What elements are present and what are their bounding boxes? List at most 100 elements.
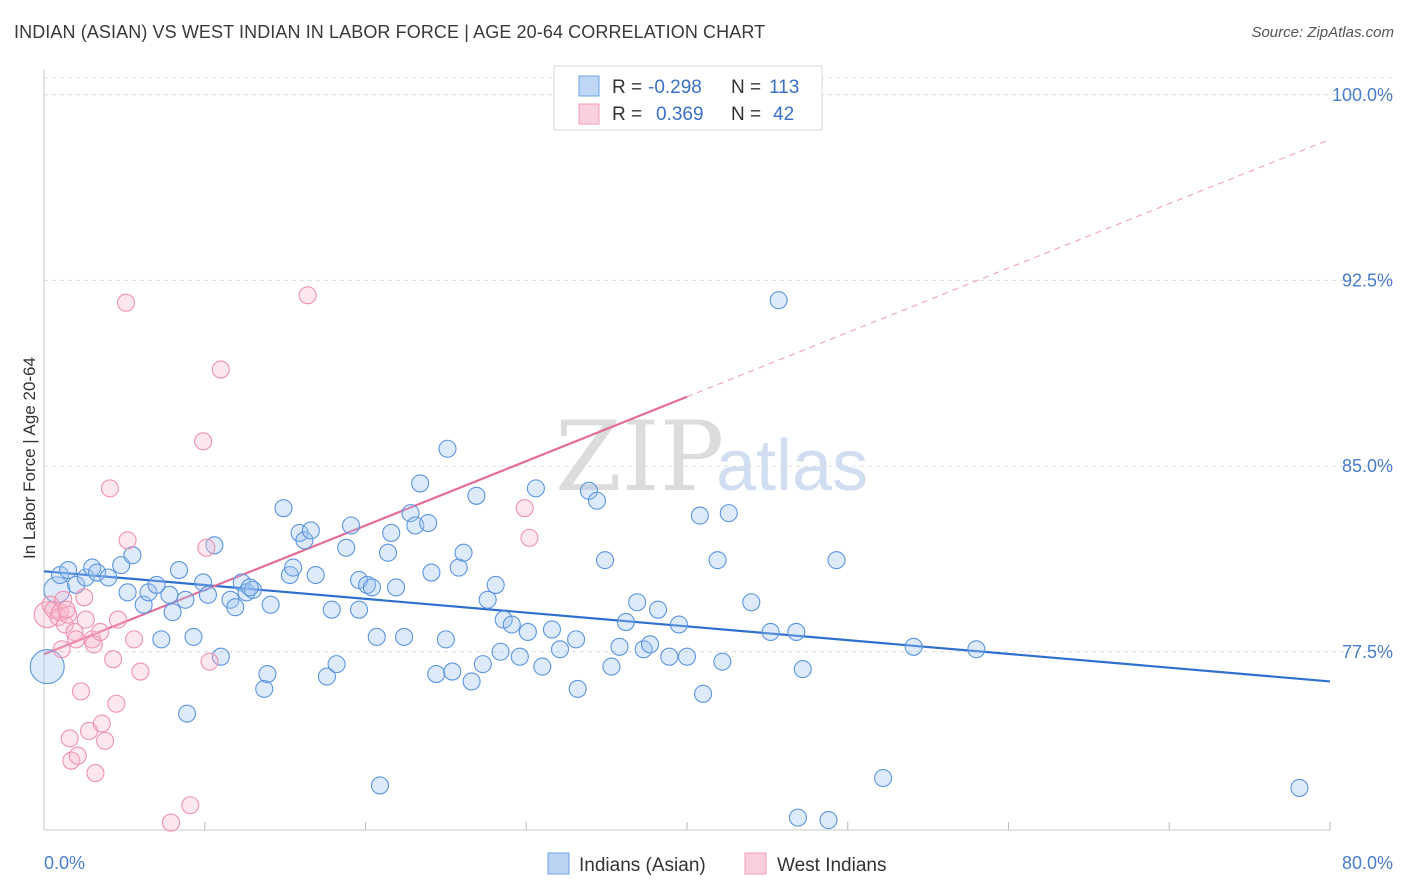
bottom-legend-swatch-pink: [744, 852, 767, 875]
point-west-indians: [67, 630, 86, 649]
legend-n-value-2: 42: [773, 104, 794, 125]
point-west-indians: [194, 432, 213, 451]
point-west-indians: [116, 293, 136, 312]
point-indians-asian: [649, 600, 668, 619]
point-west-indians: [100, 479, 119, 498]
legend-n-label-2: N =: [731, 104, 761, 125]
point-indians-asian: [178, 704, 197, 723]
bottom-legend-label-1: Indians (Asian): [579, 855, 706, 876]
point-indians-asian: [478, 590, 497, 609]
point-indians-asian: [491, 642, 510, 661]
point-indians-asian: [118, 583, 137, 602]
point-indians-asian: [742, 593, 761, 612]
series-west-indians: [33, 286, 539, 832]
point-west-indians: [55, 615, 74, 634]
chart-title: INDIAN (ASIAN) VS WEST INDIAN IN LABOR F…: [14, 22, 766, 42]
point-indians-asian: [169, 561, 189, 580]
point-west-indians: [92, 714, 111, 733]
point-west-indians: [107, 694, 126, 713]
point-indians-asian: [819, 811, 838, 830]
point-indians-asian: [358, 575, 377, 594]
y-axis-title: In Labor Force | Age 20-64: [20, 357, 39, 559]
point-indians-asian: [76, 568, 95, 587]
point-indians-asian: [378, 543, 398, 562]
point-indians-asian: [719, 504, 738, 523]
point-indians-asian: [59, 561, 78, 580]
bottom-legend-label-2: West Indians: [777, 855, 886, 876]
point-west-indians: [124, 630, 144, 649]
point-indians-asian: [327, 655, 346, 674]
point-indians-asian: [427, 664, 446, 684]
legend-r-label-2: R =: [612, 104, 642, 125]
y-tick-labels: 77.5% 85.0% 92.5% 100.0%: [1332, 85, 1393, 662]
point-indians-asian: [411, 474, 430, 493]
point-indians-asian: [184, 627, 203, 646]
point-indians-asian: [587, 491, 607, 510]
point-west-indians: [108, 610, 127, 629]
point-indians-asian: [160, 585, 179, 604]
point-indians-asian: [29, 649, 65, 685]
x-tick-label-min: 0.0%: [44, 853, 85, 873]
point-indians-asian: [628, 593, 647, 612]
point-indians-asian: [550, 640, 570, 659]
point-indians-asian: [350, 600, 369, 619]
point-indians-asian: [694, 684, 713, 703]
point-indians-asian: [337, 538, 356, 557]
point-indians-asian: [616, 613, 635, 632]
point-indians-asian: [301, 521, 320, 540]
point-indians-asian: [787, 622, 806, 642]
point-indians-asian: [708, 551, 727, 570]
point-indians-asian: [967, 640, 986, 659]
bottom-legend: Indians (Asian) West Indians: [547, 852, 886, 876]
watermark: ZIP atlas: [555, 401, 868, 513]
point-indians-asian: [690, 506, 709, 525]
legend-swatch-blue: [578, 75, 600, 97]
point-indians-asian: [362, 578, 381, 597]
point-indians-asian: [502, 615, 521, 634]
point-indians-asian: [518, 622, 537, 642]
point-indians-asian: [793, 660, 812, 679]
point-indians-asian: [669, 615, 689, 634]
point-indians-asian: [473, 655, 492, 674]
point-indians-asian: [317, 667, 336, 686]
point-indians-asian: [367, 627, 386, 646]
point-west-indians: [91, 622, 110, 642]
point-indians-asian: [438, 439, 457, 458]
y-tick-label: 100.0%: [1332, 85, 1393, 105]
trend-line-west-indians-extension: [686, 138, 1331, 398]
point-indians-asian: [788, 808, 807, 827]
point-indians-asian: [382, 523, 401, 542]
point-indians-asian: [761, 622, 780, 642]
point-indians-asian: [395, 627, 414, 646]
point-west-indians: [298, 286, 317, 305]
point-west-indians: [200, 652, 219, 671]
point-indians-asian: [567, 630, 586, 649]
watermark-zip: ZIP: [555, 401, 724, 513]
point-indians-asian: [533, 657, 552, 676]
point-indians-asian: [1290, 778, 1309, 797]
point-indians-asian: [467, 486, 486, 505]
point-west-indians: [60, 729, 79, 748]
legend-r-value-1: -0.298: [648, 77, 702, 98]
y-tick-label: 85.0%: [1342, 456, 1393, 476]
point-west-indians: [520, 528, 539, 547]
point-indians-asian: [462, 672, 481, 691]
point-indians-asian: [284, 558, 303, 577]
point-west-indians: [68, 746, 87, 765]
series-indians-asian: [29, 291, 1309, 830]
trend-line-west-indians: [43, 395, 688, 656]
point-indians-asian: [87, 563, 107, 582]
point-indians-asian: [419, 513, 438, 533]
point-indians-asian: [827, 551, 846, 570]
point-indians-asian: [660, 647, 679, 666]
legend-n-label-1: N =: [731, 77, 761, 98]
point-indians-asian: [243, 580, 263, 599]
point-west-indians: [76, 610, 95, 629]
point-west-indians: [118, 531, 137, 550]
point-indians-asian: [454, 543, 473, 562]
legend: R = -0.298 N = 113 R = 0.369 N = 42: [553, 65, 823, 131]
point-indians-asian: [147, 575, 166, 594]
point-west-indians: [161, 813, 181, 832]
point-west-indians: [211, 360, 230, 379]
point-west-indians: [57, 600, 76, 619]
